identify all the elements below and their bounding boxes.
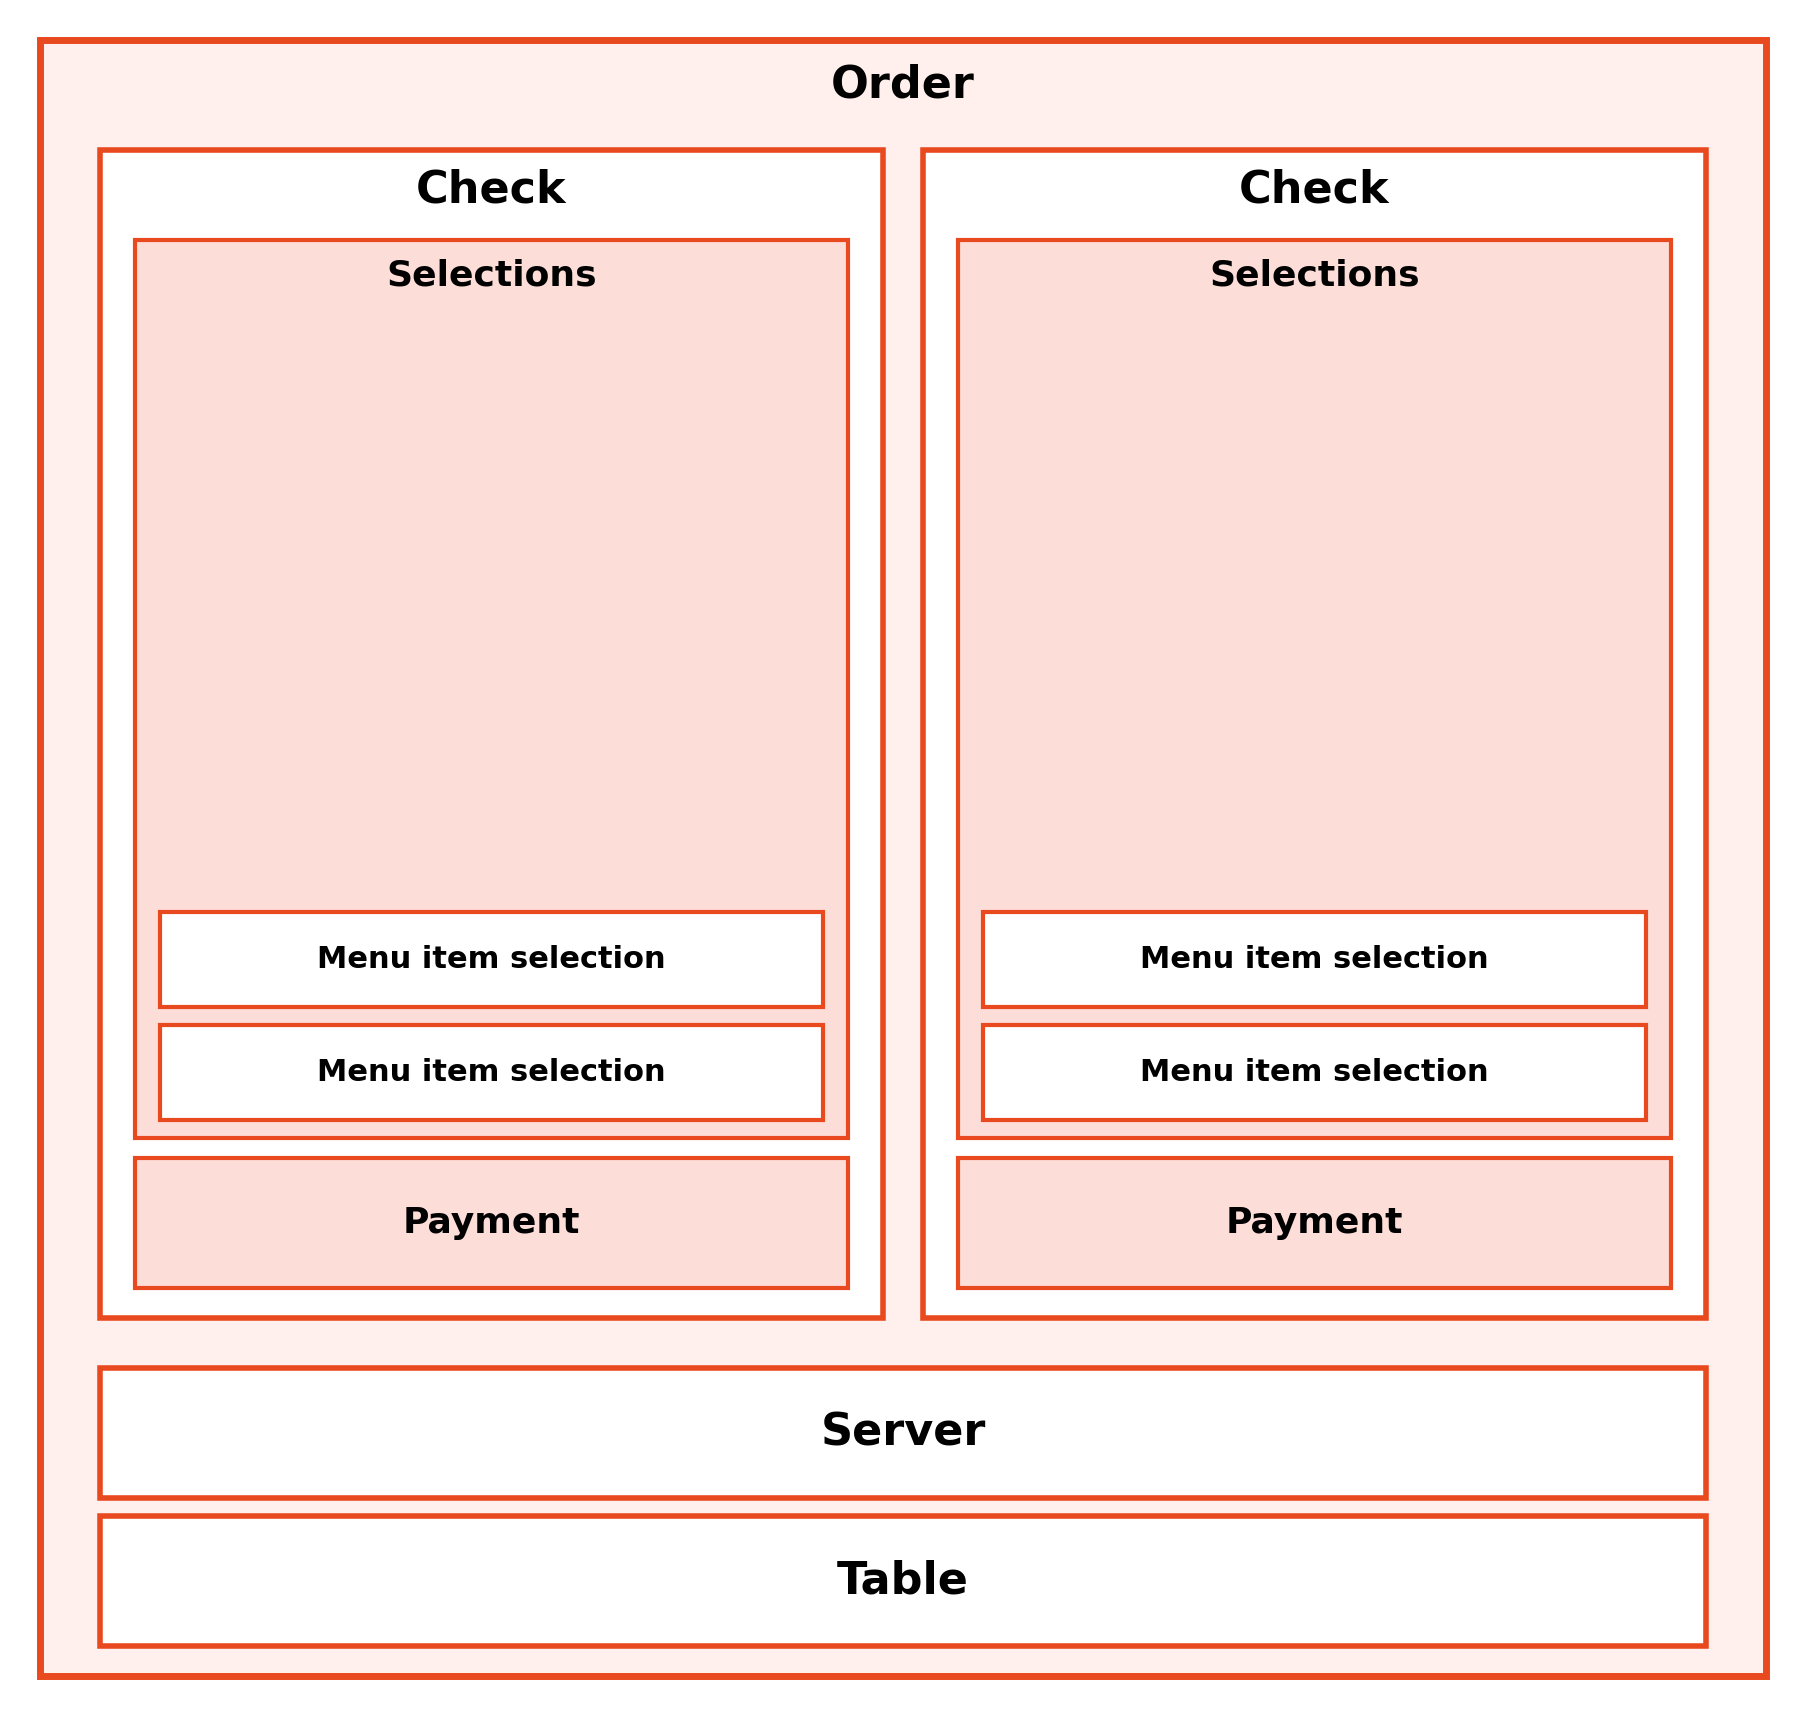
Bar xyxy=(161,911,823,1007)
Text: Table: Table xyxy=(836,1560,969,1603)
Bar xyxy=(922,149,1706,1318)
Text: Payment: Payment xyxy=(403,1206,579,1241)
Bar xyxy=(161,1024,823,1121)
Bar xyxy=(135,240,848,1138)
Text: Menu item selection: Menu item selection xyxy=(1139,1059,1487,1086)
Bar xyxy=(982,911,1644,1007)
Bar xyxy=(99,1515,1706,1646)
Bar xyxy=(99,149,883,1318)
Text: Payment: Payment xyxy=(1226,1206,1402,1241)
Text: Check: Check xyxy=(1238,168,1390,211)
Text: Menu item selection: Menu item selection xyxy=(318,946,666,975)
Text: Check: Check xyxy=(415,168,567,211)
Text: Menu item selection: Menu item selection xyxy=(1139,946,1487,975)
Bar xyxy=(957,240,1670,1138)
Text: Selections: Selections xyxy=(1209,257,1419,292)
Text: Order: Order xyxy=(830,63,975,106)
Bar xyxy=(957,1158,1670,1289)
Text: Menu item selection: Menu item selection xyxy=(318,1059,666,1086)
Bar xyxy=(135,1158,848,1289)
Bar xyxy=(982,1024,1644,1121)
Bar xyxy=(99,1368,1706,1498)
Text: Server: Server xyxy=(819,1412,986,1455)
Text: Selections: Selections xyxy=(386,257,596,292)
